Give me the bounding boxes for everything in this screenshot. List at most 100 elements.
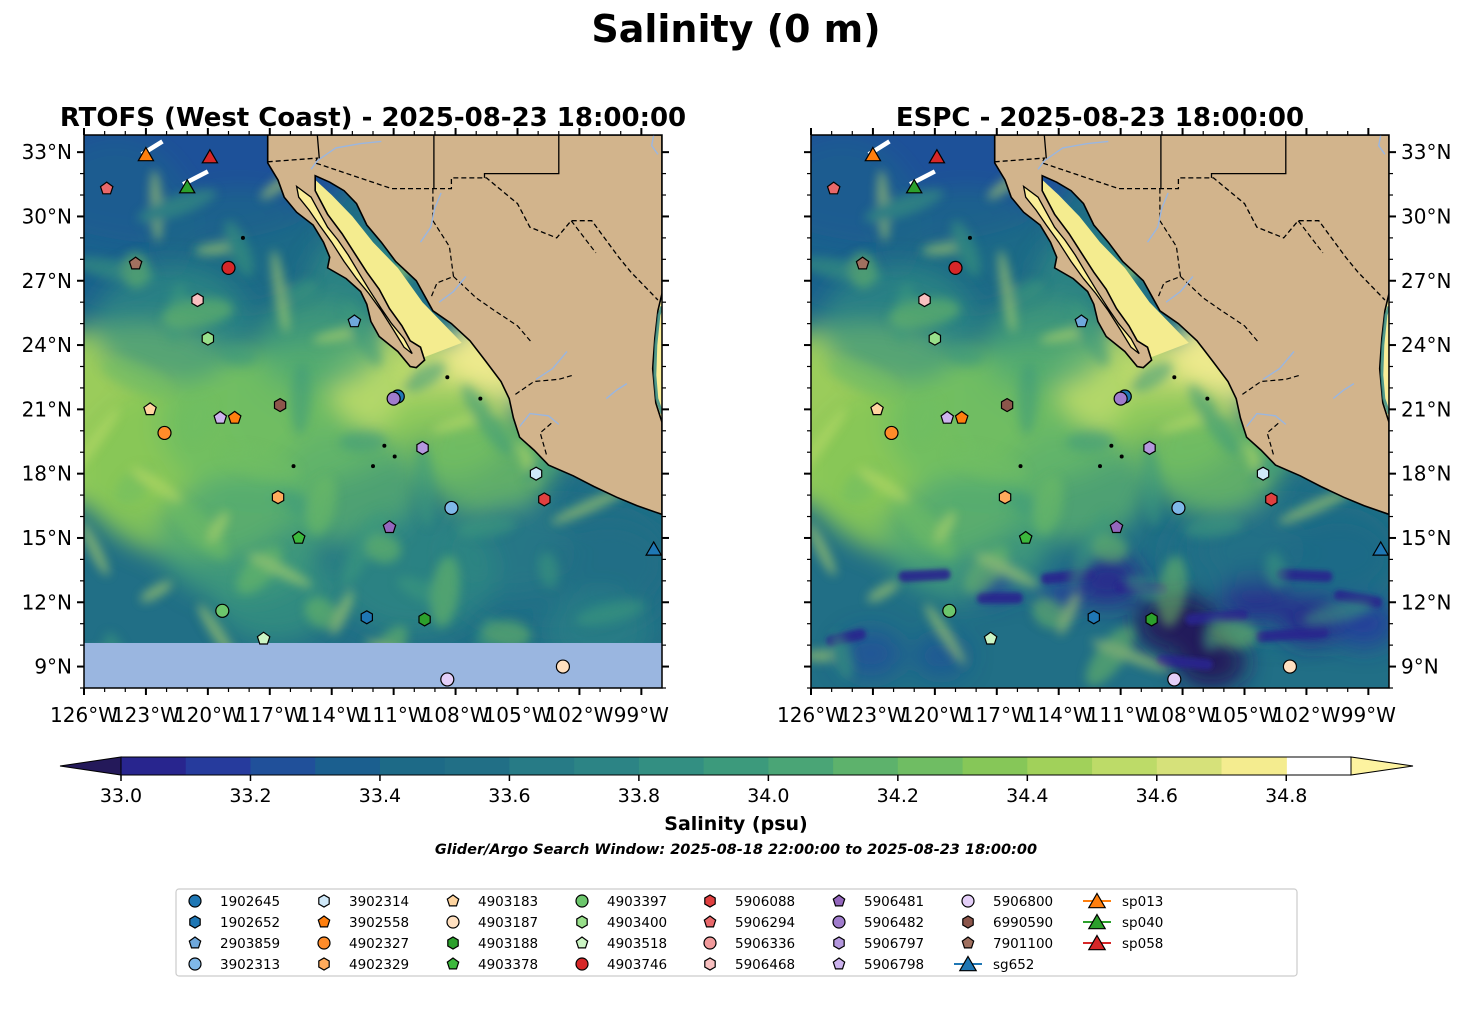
legend-marker-4903378 (446, 957, 460, 970)
legend-label: 5906468 (735, 957, 795, 973)
state-boundary (1297, 220, 1324, 254)
map-area (84, 135, 662, 688)
lon-tick-label: 102°W (1272, 703, 1340, 727)
legend-label: 4903397 (607, 894, 667, 910)
river (650, 135, 659, 155)
river (310, 140, 382, 170)
river (1246, 412, 1287, 427)
lon-tick-label: 126°W (777, 703, 845, 727)
float-3902558 (954, 410, 969, 424)
float-sg652 (1372, 540, 1389, 556)
float-5906468 (191, 292, 204, 308)
figure-title: Salinity (0 m) (591, 7, 880, 51)
float-4903183 (143, 402, 157, 416)
island (1119, 454, 1124, 459)
colorbar-bin (574, 757, 640, 775)
float-sp040 (178, 178, 196, 194)
state-boundary (483, 135, 560, 178)
legend-marker-3902558 (317, 915, 331, 928)
lat-tick-label: 33°N (22, 140, 72, 164)
float-5906800 (1167, 672, 1182, 687)
colorbar-tick-label: 34.0 (747, 785, 789, 807)
legend-item-4903378: 4903378 (446, 957, 538, 973)
legend-label: 1902645 (220, 894, 280, 910)
state-boundary (1266, 421, 1280, 455)
legend-label: 5906482 (864, 915, 924, 931)
legend-label: 4903746 (607, 957, 667, 973)
river (1146, 192, 1169, 243)
legend-item-5906336: 5906336 (703, 936, 795, 952)
legend-label: 5906294 (735, 915, 795, 931)
legend-item-sp040: sp040 (1083, 913, 1163, 931)
float-5906088 (538, 492, 551, 507)
island (291, 464, 296, 469)
legend-label: 4903187 (478, 915, 538, 931)
legend-item-4903518: 4903518 (575, 936, 667, 952)
lat-tick-label: 12°N (22, 590, 72, 614)
float-3902314 (1256, 466, 1270, 481)
legend-item-1902652: 1902652 (189, 915, 280, 931)
island (445, 375, 450, 380)
legend-label: 4903400 (607, 915, 667, 931)
float-sp013 (864, 146, 882, 162)
lon-tick-label: 123°W (839, 703, 907, 727)
lat-tick-label: 27°N (22, 269, 72, 293)
legend-marker-5906800 (961, 894, 975, 908)
lat-tick-label: 21°N (22, 397, 72, 421)
legend-item-5906482: 5906482 (832, 915, 924, 931)
float-5906797 (1143, 440, 1156, 456)
legend-marker-5906481 (832, 894, 846, 907)
salinity-field-layer (826, 568, 1383, 670)
legend-label: 4903183 (478, 894, 538, 910)
float-4903397 (942, 603, 957, 618)
legend-item-sp013: sp013 (1083, 892, 1163, 910)
colorbar-tick-label: 34.2 (877, 785, 919, 807)
float-4903746 (948, 260, 963, 275)
float-5906481 (1109, 519, 1124, 534)
legend-label: 4903518 (607, 936, 667, 952)
lat-tick-label: 18°N (1401, 462, 1451, 486)
legend-label: 6990590 (993, 915, 1053, 931)
legend-marker-4902327 (317, 936, 331, 950)
float-4902329 (271, 490, 285, 505)
colorbar-bin (315, 757, 381, 775)
legend-label: 5906088 (735, 894, 795, 910)
legend-marker-4903183 (446, 894, 460, 907)
no-data-region (84, 642, 662, 688)
legend-marker-sp040 (1087, 913, 1107, 930)
state-boundary (570, 220, 597, 254)
float-4903183 (870, 402, 884, 416)
legend-item-7901100: 7901100 (961, 936, 1053, 952)
float-5906088 (1265, 492, 1278, 507)
legend-marker-5906088 (704, 894, 716, 908)
lat-tick-label: 33°N (1401, 140, 1451, 164)
island (967, 235, 972, 240)
lat-tick-label: 15°N (1401, 526, 1451, 550)
legend-item-4902327: 4902327 (317, 936, 409, 952)
lon-tick-label: 108°W (1149, 703, 1217, 727)
float-4903400 (928, 331, 942, 346)
lon-tick-label: 114°W (298, 703, 366, 727)
legend-item-3902314: 3902314 (318, 894, 409, 910)
lon-tick-label: 117°W (236, 703, 304, 727)
state-boundary (515, 374, 574, 395)
legend-marker-5906798 (832, 957, 846, 970)
legend-item-5906481: 5906481 (832, 894, 924, 910)
lat-tick-label: 18°N (22, 462, 72, 486)
colorbar-bin (1156, 757, 1223, 775)
float-3902313 (444, 500, 459, 516)
island (382, 443, 387, 448)
legend-marker-6990590 (962, 915, 974, 929)
float-5906482 (1113, 391, 1128, 406)
float-4903187 (1282, 659, 1298, 674)
lat-tick-label: 15°N (22, 526, 72, 550)
axis-ticks: 126°W123°W120°W117°W114°W111°W108°W105°W… (777, 128, 1451, 727)
legend-marker-5906797 (833, 936, 845, 950)
colorbar-bin (1027, 757, 1093, 775)
map-panels: 126°W123°W120°W117°W114°W111°W108°W105°W… (22, 103, 1452, 727)
legend-label: 3902558 (349, 915, 409, 931)
river (605, 383, 628, 400)
float-3902558 (227, 410, 242, 424)
colorbar-bin (638, 757, 705, 775)
legend-label: sp040 (1122, 915, 1163, 931)
